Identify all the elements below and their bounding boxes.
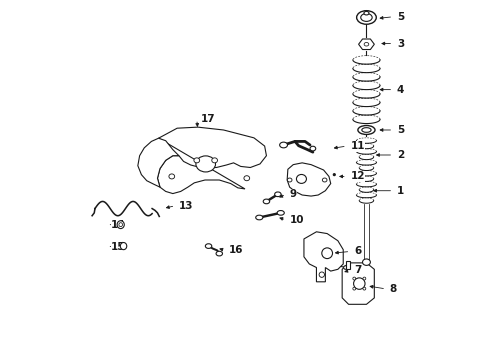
Text: 6: 6 (354, 247, 361, 256)
Text: 11: 11 (350, 141, 365, 151)
Polygon shape (304, 232, 343, 282)
Ellipse shape (296, 175, 306, 183)
Text: 7: 7 (354, 265, 361, 275)
Ellipse shape (353, 277, 356, 280)
Ellipse shape (121, 243, 127, 249)
Text: 5: 5 (397, 12, 404, 22)
Ellipse shape (322, 178, 327, 182)
Ellipse shape (364, 42, 369, 46)
Text: 2: 2 (397, 150, 404, 160)
Ellipse shape (362, 128, 371, 132)
Ellipse shape (196, 156, 216, 172)
Ellipse shape (169, 174, 174, 179)
Ellipse shape (275, 192, 281, 197)
Ellipse shape (277, 211, 284, 215)
Text: 9: 9 (290, 189, 297, 199)
Text: 16: 16 (229, 246, 244, 255)
Polygon shape (138, 138, 179, 187)
Bar (346, 261, 350, 269)
Ellipse shape (205, 244, 212, 248)
Ellipse shape (363, 259, 370, 265)
Ellipse shape (244, 176, 249, 181)
Text: 17: 17 (200, 114, 215, 124)
Text: 4: 4 (397, 85, 404, 95)
Ellipse shape (119, 223, 122, 226)
Ellipse shape (364, 12, 369, 15)
Ellipse shape (212, 158, 218, 163)
Text: 14: 14 (111, 220, 125, 230)
Text: 3: 3 (397, 39, 404, 49)
Polygon shape (157, 127, 267, 194)
Text: 15: 15 (111, 242, 125, 252)
Ellipse shape (363, 277, 366, 280)
Text: 8: 8 (390, 284, 397, 294)
Ellipse shape (354, 278, 365, 289)
Ellipse shape (333, 174, 335, 176)
Ellipse shape (194, 158, 199, 163)
Polygon shape (287, 163, 331, 196)
Ellipse shape (280, 142, 288, 148)
Ellipse shape (287, 178, 292, 182)
Ellipse shape (263, 199, 270, 204)
Text: 5: 5 (397, 125, 404, 135)
Ellipse shape (361, 14, 372, 21)
Ellipse shape (319, 272, 324, 277)
Ellipse shape (353, 287, 356, 290)
Ellipse shape (216, 251, 222, 256)
Ellipse shape (343, 266, 348, 269)
Text: 12: 12 (350, 171, 365, 181)
Ellipse shape (322, 248, 333, 258)
Ellipse shape (357, 11, 376, 24)
Text: 13: 13 (179, 201, 194, 211)
Ellipse shape (363, 287, 366, 290)
Text: 10: 10 (290, 215, 304, 225)
Text: 1: 1 (397, 186, 404, 196)
Polygon shape (359, 39, 374, 50)
Polygon shape (342, 263, 374, 304)
Ellipse shape (358, 126, 375, 134)
Ellipse shape (256, 215, 263, 220)
Ellipse shape (117, 221, 124, 229)
Ellipse shape (310, 146, 316, 151)
